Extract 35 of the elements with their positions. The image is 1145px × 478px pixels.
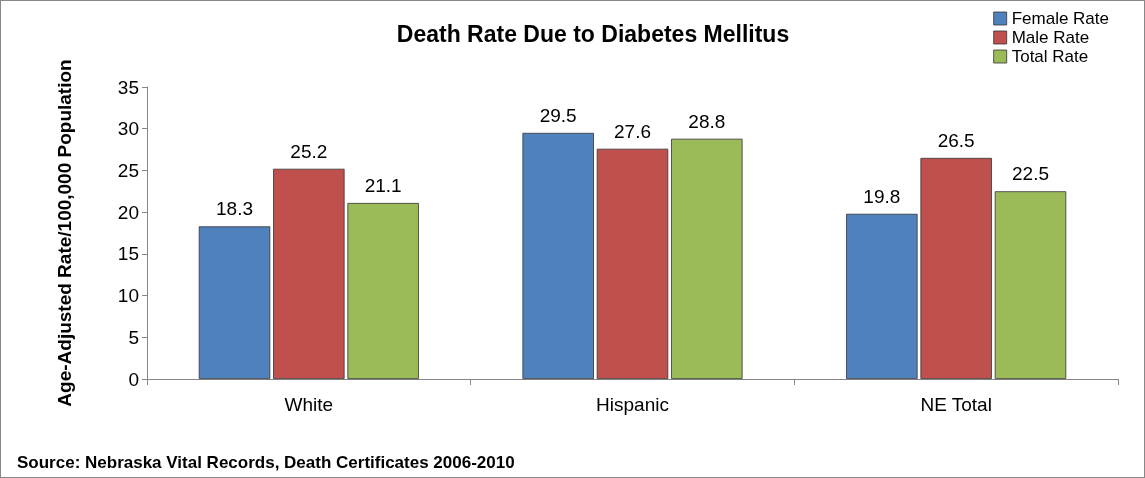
data-label: 28.8 xyxy=(688,110,726,132)
y-tick-label: 0 xyxy=(128,368,139,390)
legend-label: Total Rate xyxy=(1011,47,1089,66)
x-tick-label: NE Total xyxy=(920,394,992,415)
y-tick-label: 20 xyxy=(117,201,139,223)
y-tick-label: 30 xyxy=(117,118,139,140)
y-tick-label: 35 xyxy=(117,76,139,98)
data-label: 26.5 xyxy=(937,129,975,151)
bar xyxy=(596,148,669,379)
data-label: 19.8 xyxy=(863,185,901,207)
bar xyxy=(920,157,992,379)
y-tick-label: 25 xyxy=(117,159,139,181)
legend-label: Female Rate xyxy=(1011,9,1110,28)
data-label: 25.2 xyxy=(290,140,328,162)
bar xyxy=(671,138,743,379)
y-tick-label: 10 xyxy=(117,285,139,307)
y-axis-title: Age-Adjusted Rate/100,000 Population xyxy=(53,59,75,407)
bar xyxy=(273,168,345,379)
x-tick-label: White xyxy=(284,394,334,415)
bar xyxy=(994,191,1067,379)
data-label: 18.3 xyxy=(216,198,254,220)
x-tick-label: Hispanic xyxy=(596,394,669,415)
y-tick-label: 5 xyxy=(128,326,139,348)
bar xyxy=(198,226,271,379)
legend-label: Male Rate xyxy=(1011,28,1090,47)
data-label: 21.1 xyxy=(364,174,402,196)
bar xyxy=(846,213,918,379)
data-label: 22.5 xyxy=(1011,163,1049,185)
chart-title: Death Rate Due to Diabetes Mellitus xyxy=(396,20,790,47)
data-label: 29.5 xyxy=(539,104,577,126)
data-label: 27.6 xyxy=(614,120,651,142)
source-note: Source: Nebraska Vital Records, Death Certificates 2006-2010 xyxy=(17,453,515,472)
bar xyxy=(522,132,594,379)
bar xyxy=(347,202,419,379)
y-tick-label: 15 xyxy=(117,243,139,265)
